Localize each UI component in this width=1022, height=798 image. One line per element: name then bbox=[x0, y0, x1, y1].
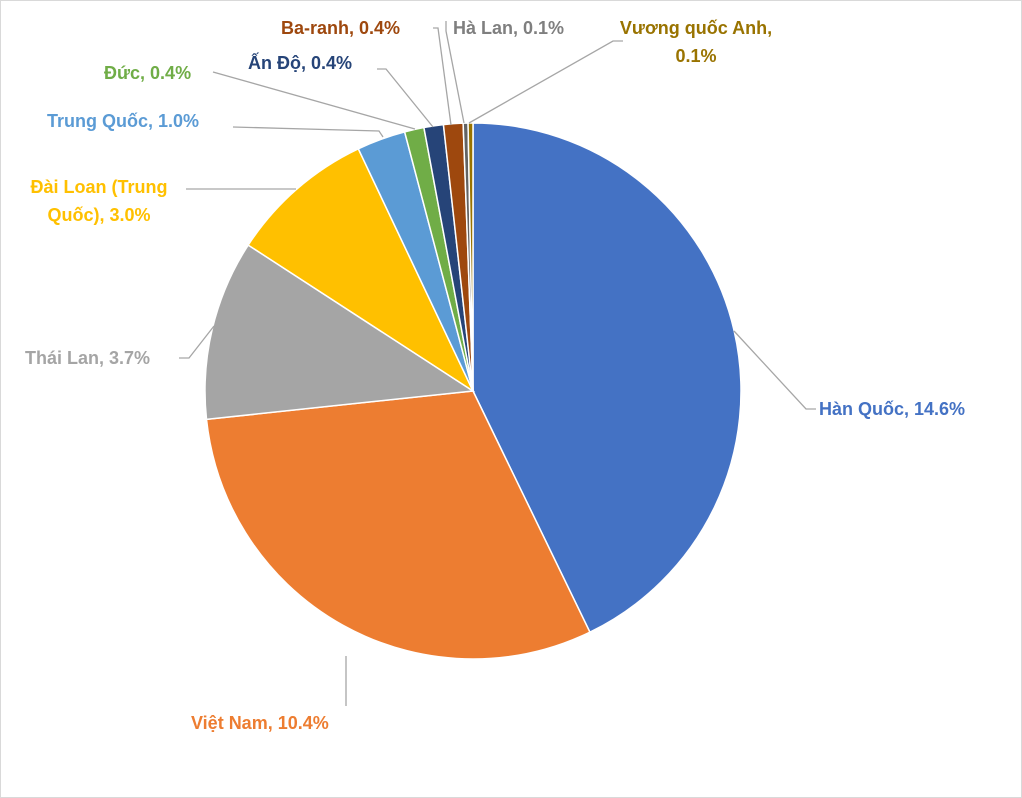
data-label: Trung Quốc, 1.0% bbox=[47, 111, 200, 131]
data-label: Ba-ranh, 0.4% bbox=[281, 18, 401, 38]
data-label: Ấn Độ, 0.4% bbox=[248, 53, 353, 73]
leader-line bbox=[232, 126, 384, 138]
data-label: Hà Lan, 0.1% bbox=[453, 18, 565, 38]
pie-slice bbox=[467, 122, 474, 392]
leader-line bbox=[212, 71, 416, 130]
leader-line bbox=[733, 330, 816, 410]
data-label: Vương quốc Anh, 0.1% bbox=[619, 18, 773, 66]
data-label: Việt Nam, 10.4% bbox=[191, 713, 329, 733]
pie-slice bbox=[247, 147, 475, 394]
data-label: Đài Loan (Trung Quốc), 3.0% bbox=[30, 177, 168, 225]
data-label: Đức, 0.4% bbox=[104, 63, 192, 83]
leader-line bbox=[179, 325, 215, 359]
leader-line bbox=[445, 21, 465, 124]
leader-line bbox=[468, 40, 623, 124]
leader-line bbox=[377, 68, 434, 128]
leader-line bbox=[433, 27, 452, 126]
pie-slice bbox=[205, 390, 591, 660]
data-label: Hàn Quốc, 14.6% bbox=[819, 399, 966, 419]
data-label: Thái Lan, 3.7% bbox=[25, 348, 151, 368]
